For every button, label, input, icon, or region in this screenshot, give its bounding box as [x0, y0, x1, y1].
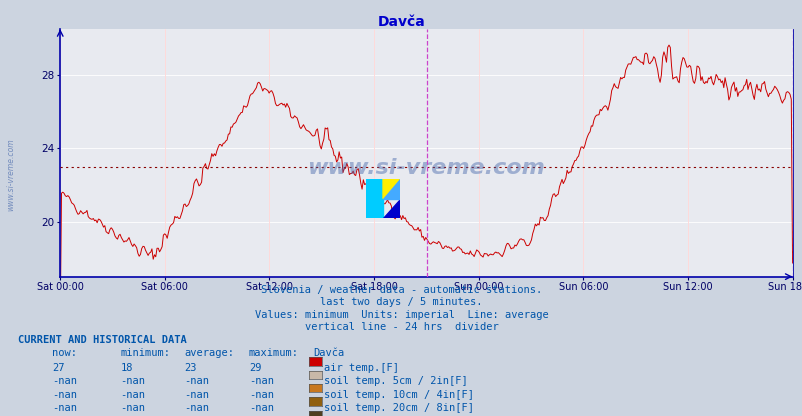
Text: vertical line - 24 hrs  divider: vertical line - 24 hrs divider — [304, 322, 498, 332]
Polygon shape — [383, 179, 399, 199]
Text: -nan: -nan — [184, 403, 209, 413]
Text: soil temp. 5cm / 2in[F]: soil temp. 5cm / 2in[F] — [324, 376, 468, 386]
Text: air temp.[F]: air temp.[F] — [324, 363, 399, 373]
Bar — [366, 179, 383, 218]
Text: -nan: -nan — [52, 376, 77, 386]
Text: soil temp. 10cm / 4in[F]: soil temp. 10cm / 4in[F] — [324, 390, 474, 400]
Text: -nan: -nan — [52, 403, 77, 413]
Text: 27: 27 — [52, 363, 65, 373]
Text: -nan: -nan — [120, 403, 145, 413]
Text: 29: 29 — [249, 363, 261, 373]
Text: maximum:: maximum: — [249, 348, 298, 358]
Text: -nan: -nan — [52, 390, 77, 400]
Text: Values: minimum  Units: imperial  Line: average: Values: minimum Units: imperial Line: av… — [254, 310, 548, 320]
Polygon shape — [383, 199, 399, 218]
Text: now:: now: — [52, 348, 77, 358]
Text: minimum:: minimum: — [120, 348, 170, 358]
Text: -nan: -nan — [120, 376, 145, 386]
Text: 23: 23 — [184, 363, 197, 373]
Text: -nan: -nan — [249, 403, 273, 413]
Text: www.si-vreme.com: www.si-vreme.com — [6, 139, 15, 211]
Text: 18: 18 — [120, 363, 133, 373]
Text: last two days / 5 minutes.: last two days / 5 minutes. — [320, 297, 482, 307]
Text: Davča: Davča — [313, 348, 344, 358]
Text: Davča: Davča — [377, 15, 425, 29]
Text: CURRENT AND HISTORICAL DATA: CURRENT AND HISTORICAL DATA — [18, 335, 186, 345]
Text: Slovenia / weather data - automatic stations.: Slovenia / weather data - automatic stat… — [261, 285, 541, 295]
Text: -nan: -nan — [184, 376, 209, 386]
Text: -nan: -nan — [184, 390, 209, 400]
Text: average:: average: — [184, 348, 234, 358]
Text: -nan: -nan — [120, 390, 145, 400]
Polygon shape — [383, 179, 399, 199]
Text: www.si-vreme.com: www.si-vreme.com — [307, 158, 545, 178]
Text: -nan: -nan — [249, 376, 273, 386]
Text: soil temp. 20cm / 8in[F]: soil temp. 20cm / 8in[F] — [324, 403, 474, 413]
Text: -nan: -nan — [249, 390, 273, 400]
